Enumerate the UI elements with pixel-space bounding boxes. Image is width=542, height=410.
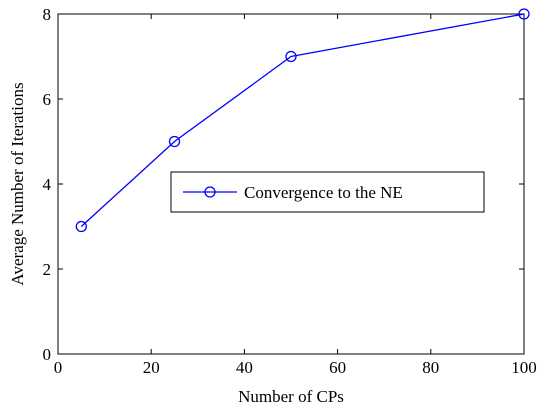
x-tick-label: 0 <box>54 358 63 377</box>
x-tick-label: 80 <box>422 358 439 377</box>
series-line <box>80 13 525 227</box>
y-tick-label: 0 <box>43 345 52 364</box>
legend-label: Convergence to the NE <box>244 183 403 202</box>
data-point <box>75 220 87 233</box>
series-layer <box>75 8 530 233</box>
data-point <box>285 50 297 63</box>
x-tick-label: 100 <box>511 358 537 377</box>
legend-marker <box>204 186 216 198</box>
y-axis-title: Average Number of Iterations <box>8 82 27 285</box>
data-point <box>168 135 181 148</box>
legend: Convergence to the NE <box>170 171 485 213</box>
x-tick-label: 60 <box>329 358 346 377</box>
y-tick-label: 2 <box>43 260 52 279</box>
x-tick-label: 40 <box>236 358 253 377</box>
y-tick-label: 6 <box>43 90 52 109</box>
x-axis-title: Number of CPs <box>238 387 344 406</box>
x-tick-label: 20 <box>143 358 160 377</box>
y-tick-label: 4 <box>43 175 52 194</box>
tick-labels: 0 20 40 60 80 100 0 2 4 6 8 <box>43 5 537 377</box>
data-point <box>518 8 530 20</box>
y-tick-label: 8 <box>43 5 52 24</box>
